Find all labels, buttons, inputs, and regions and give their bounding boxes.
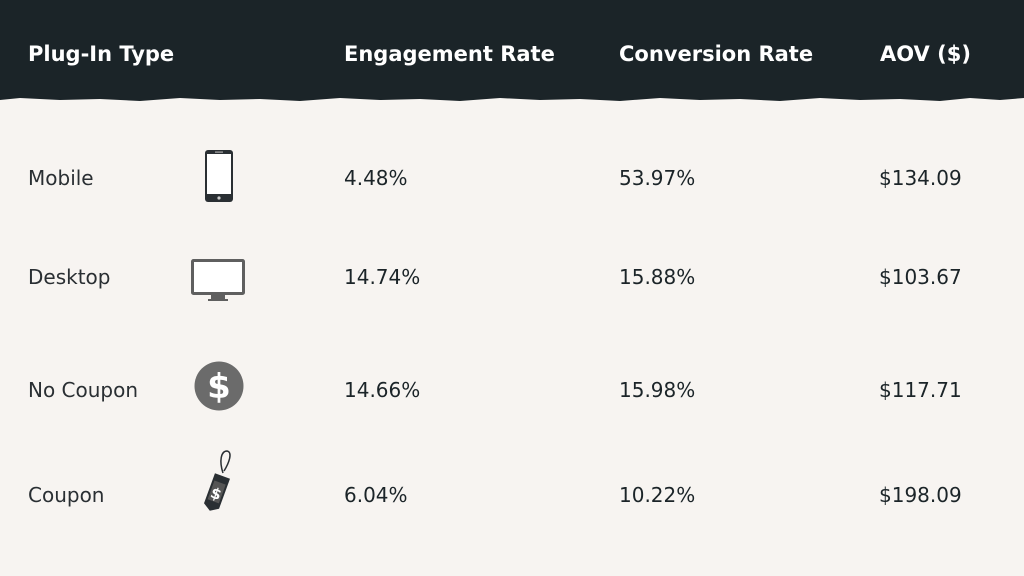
aov: $134.09: [879, 166, 962, 190]
row-label: Mobile: [28, 166, 94, 190]
row-label: Coupon: [28, 483, 105, 507]
column-header-engagement-rate: Engagement Rate: [344, 42, 555, 66]
row-label: Desktop: [28, 265, 111, 289]
mobile-phone-icon: [205, 150, 233, 202]
aov: $198.09: [879, 483, 962, 507]
aov: $117.71: [879, 378, 962, 402]
aov: $103.67: [879, 265, 962, 289]
engagement-rate: 14.74%: [344, 265, 421, 289]
conversion-rate: 53.97%: [619, 166, 696, 190]
column-header-plugin-type: Plug-In Type: [28, 42, 175, 66]
engagement-rate: 4.48%: [344, 166, 408, 190]
engagement-rate: 14.66%: [344, 378, 421, 402]
dollar-circle-icon: $: [194, 361, 244, 411]
torn-edge: [0, 95, 1024, 101]
column-header-aov: AOV ($): [880, 42, 971, 66]
engagement-rate: 6.04%: [344, 483, 408, 507]
table-header: Plug-In Type Engagement Rate Conversion …: [0, 0, 1024, 98]
desktop-monitor-icon: [191, 259, 245, 301]
conversion-rate: 10.22%: [619, 483, 696, 507]
svg-text:$: $: [207, 367, 231, 407]
conversion-rate: 15.88%: [619, 265, 696, 289]
price-tag-icon: $: [204, 450, 231, 511]
conversion-rate: 15.98%: [619, 378, 696, 402]
row-label: No Coupon: [28, 378, 139, 402]
column-header-conversion-rate: Conversion Rate: [619, 42, 814, 66]
